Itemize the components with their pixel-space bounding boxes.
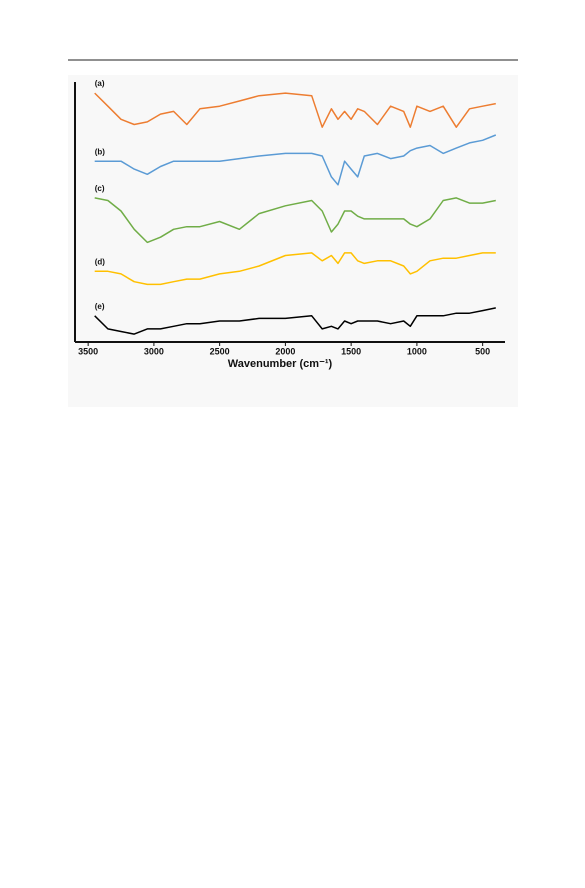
series-label: (d) <box>95 257 106 266</box>
series-label: (c) <box>95 184 105 193</box>
series-label: (a) <box>95 79 105 88</box>
spectrum-line <box>94 92 496 128</box>
x-tick-label: 2000 <box>275 346 295 356</box>
x-tick-label: 2500 <box>210 346 230 356</box>
x-tick-label: 500 <box>475 346 490 356</box>
figure-background <box>68 75 518 407</box>
series-label: (b) <box>95 147 106 156</box>
series-label: (e) <box>95 302 105 311</box>
spectrum-line <box>94 197 496 244</box>
x-axis-label: Wavenumber (cm⁻¹) <box>228 358 333 370</box>
spectrum-line <box>94 134 497 186</box>
spectrum-line <box>94 307 496 335</box>
x-tick-label: 3000 <box>144 346 164 356</box>
spectrum-line <box>94 252 496 286</box>
x-tick-label: 3500 <box>78 346 98 356</box>
x-tick-label: 1500 <box>341 346 361 356</box>
x-tick-label: 1000 <box>407 346 427 356</box>
